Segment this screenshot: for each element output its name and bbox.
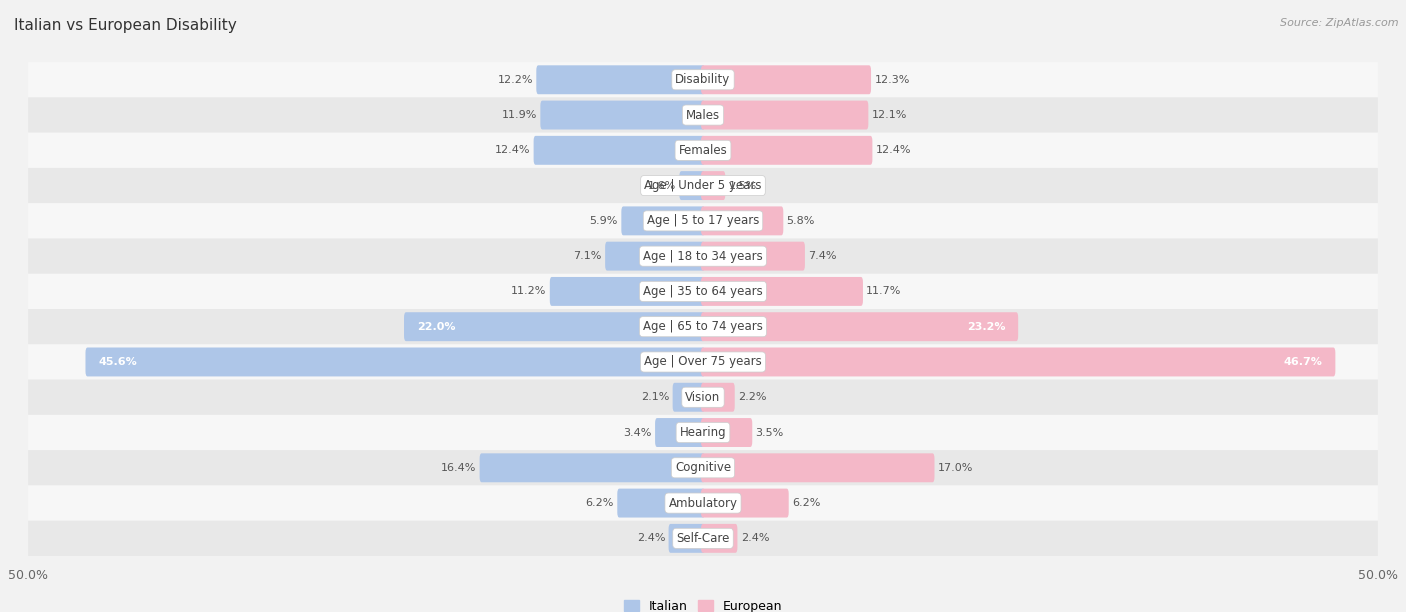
- Text: Italian vs European Disability: Italian vs European Disability: [14, 18, 236, 34]
- FancyBboxPatch shape: [702, 312, 1018, 341]
- FancyBboxPatch shape: [28, 521, 1378, 556]
- FancyBboxPatch shape: [536, 65, 704, 94]
- FancyBboxPatch shape: [702, 242, 804, 271]
- FancyBboxPatch shape: [672, 382, 704, 412]
- Text: Disability: Disability: [675, 73, 731, 86]
- Text: 12.1%: 12.1%: [872, 110, 907, 120]
- Text: 5.9%: 5.9%: [589, 216, 619, 226]
- Text: 7.4%: 7.4%: [808, 251, 837, 261]
- Text: 2.4%: 2.4%: [741, 533, 769, 543]
- FancyBboxPatch shape: [702, 277, 863, 306]
- FancyBboxPatch shape: [702, 453, 935, 482]
- FancyBboxPatch shape: [621, 206, 704, 236]
- Text: Hearing: Hearing: [679, 426, 727, 439]
- Text: 1.5%: 1.5%: [728, 181, 756, 190]
- Text: Source: ZipAtlas.com: Source: ZipAtlas.com: [1281, 18, 1399, 28]
- FancyBboxPatch shape: [702, 488, 789, 518]
- Legend: Italian, European: Italian, European: [619, 595, 787, 612]
- FancyBboxPatch shape: [669, 524, 704, 553]
- FancyBboxPatch shape: [28, 168, 1378, 203]
- Text: Self-Care: Self-Care: [676, 532, 730, 545]
- FancyBboxPatch shape: [28, 485, 1378, 521]
- Text: 12.2%: 12.2%: [498, 75, 533, 85]
- Text: Vision: Vision: [685, 390, 721, 404]
- Text: Cognitive: Cognitive: [675, 461, 731, 474]
- Text: 17.0%: 17.0%: [938, 463, 973, 473]
- Text: Age | 5 to 17 years: Age | 5 to 17 years: [647, 214, 759, 228]
- FancyBboxPatch shape: [28, 415, 1378, 450]
- FancyBboxPatch shape: [617, 488, 704, 518]
- FancyBboxPatch shape: [28, 62, 1378, 97]
- FancyBboxPatch shape: [28, 379, 1378, 415]
- Text: 16.4%: 16.4%: [441, 463, 477, 473]
- Text: 6.2%: 6.2%: [792, 498, 821, 508]
- FancyBboxPatch shape: [86, 348, 704, 376]
- Text: 11.2%: 11.2%: [510, 286, 547, 296]
- FancyBboxPatch shape: [28, 274, 1378, 309]
- FancyBboxPatch shape: [28, 97, 1378, 133]
- Text: Ambulatory: Ambulatory: [668, 496, 738, 510]
- FancyBboxPatch shape: [479, 453, 704, 482]
- FancyBboxPatch shape: [534, 136, 704, 165]
- FancyBboxPatch shape: [605, 242, 704, 271]
- Text: 11.7%: 11.7%: [866, 286, 901, 296]
- Text: 12.3%: 12.3%: [875, 75, 910, 85]
- Text: 6.2%: 6.2%: [585, 498, 614, 508]
- FancyBboxPatch shape: [28, 133, 1378, 168]
- Text: 2.2%: 2.2%: [738, 392, 766, 402]
- Text: Females: Females: [679, 144, 727, 157]
- Text: 1.6%: 1.6%: [648, 181, 676, 190]
- Text: Age | 65 to 74 years: Age | 65 to 74 years: [643, 320, 763, 333]
- FancyBboxPatch shape: [679, 171, 704, 200]
- FancyBboxPatch shape: [702, 171, 725, 200]
- Text: 7.1%: 7.1%: [574, 251, 602, 261]
- Text: 2.4%: 2.4%: [637, 533, 665, 543]
- Text: 3.4%: 3.4%: [623, 428, 652, 438]
- Text: 22.0%: 22.0%: [416, 322, 456, 332]
- Text: Males: Males: [686, 108, 720, 122]
- FancyBboxPatch shape: [550, 277, 704, 306]
- Text: 12.4%: 12.4%: [495, 145, 530, 155]
- Text: Age | Under 5 years: Age | Under 5 years: [644, 179, 762, 192]
- FancyBboxPatch shape: [702, 136, 872, 165]
- Text: 45.6%: 45.6%: [98, 357, 136, 367]
- Text: Age | 35 to 64 years: Age | 35 to 64 years: [643, 285, 763, 298]
- FancyBboxPatch shape: [702, 348, 1336, 376]
- FancyBboxPatch shape: [28, 309, 1378, 345]
- FancyBboxPatch shape: [540, 100, 704, 130]
- Text: 3.5%: 3.5%: [755, 428, 785, 438]
- FancyBboxPatch shape: [28, 203, 1378, 239]
- Text: Age | 18 to 34 years: Age | 18 to 34 years: [643, 250, 763, 263]
- FancyBboxPatch shape: [702, 524, 737, 553]
- FancyBboxPatch shape: [702, 382, 735, 412]
- FancyBboxPatch shape: [28, 239, 1378, 274]
- FancyBboxPatch shape: [28, 345, 1378, 379]
- FancyBboxPatch shape: [702, 100, 869, 130]
- FancyBboxPatch shape: [404, 312, 704, 341]
- FancyBboxPatch shape: [702, 65, 872, 94]
- Text: 46.7%: 46.7%: [1284, 357, 1323, 367]
- FancyBboxPatch shape: [702, 418, 752, 447]
- Text: 11.9%: 11.9%: [502, 110, 537, 120]
- Text: 5.8%: 5.8%: [787, 216, 815, 226]
- FancyBboxPatch shape: [702, 206, 783, 236]
- Text: 23.2%: 23.2%: [967, 322, 1005, 332]
- FancyBboxPatch shape: [28, 450, 1378, 485]
- Text: Age | Over 75 years: Age | Over 75 years: [644, 356, 762, 368]
- FancyBboxPatch shape: [655, 418, 704, 447]
- Text: 2.1%: 2.1%: [641, 392, 669, 402]
- Text: 12.4%: 12.4%: [876, 145, 911, 155]
